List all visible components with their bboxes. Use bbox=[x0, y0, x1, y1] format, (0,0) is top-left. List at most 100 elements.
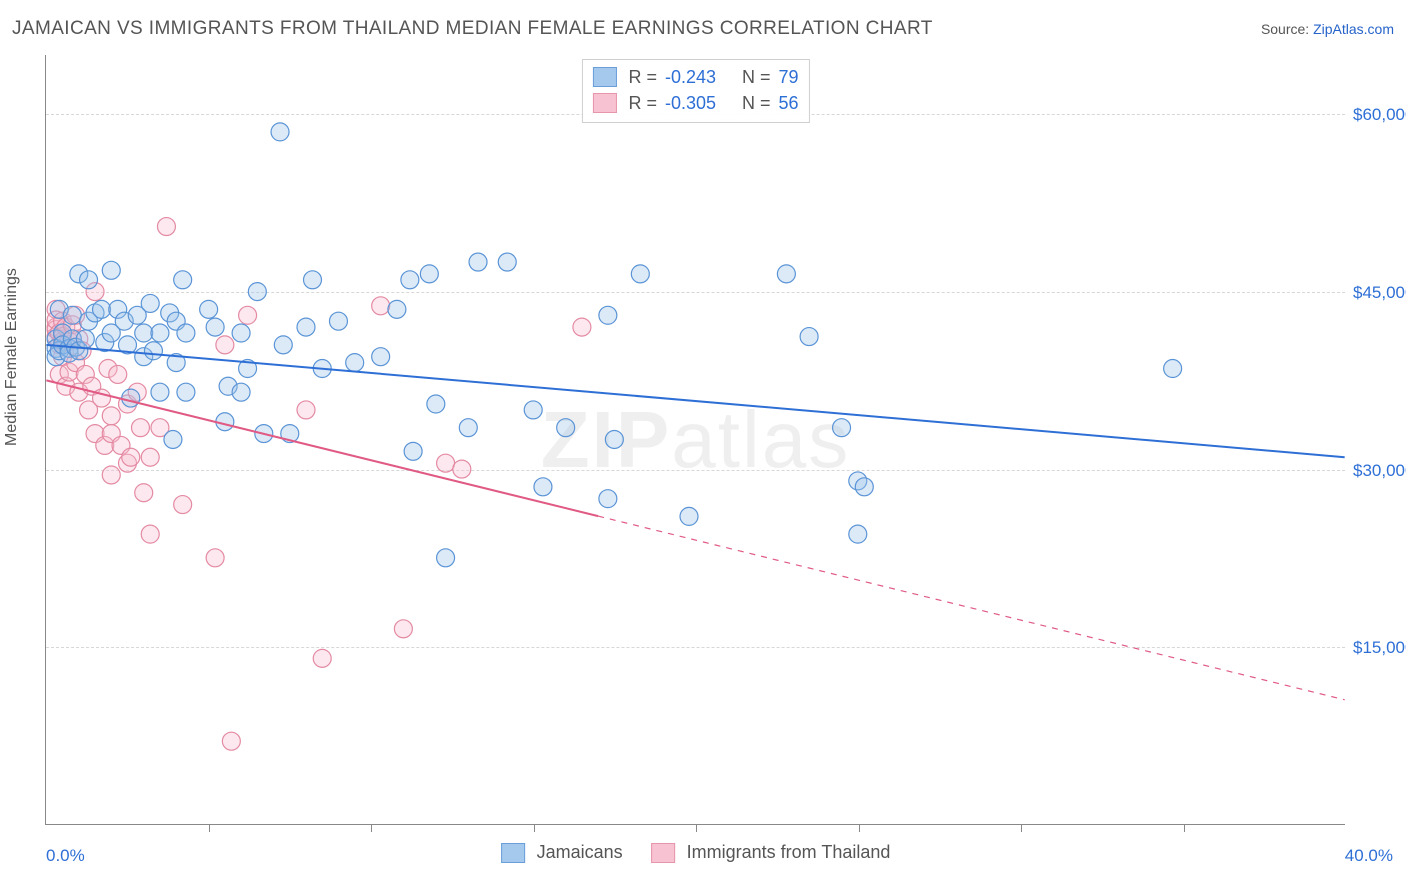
stats-row-series-1: R = -0.243 N = 79 bbox=[592, 64, 798, 90]
data-point bbox=[498, 253, 516, 271]
stats-legend-box: R = -0.243 N = 79 R = -0.305 N = 56 bbox=[581, 59, 809, 123]
data-point bbox=[777, 265, 795, 283]
data-point bbox=[232, 324, 250, 342]
y-axis-label: Median Female Earnings bbox=[3, 268, 21, 446]
x-axis-min-label: 0.0% bbox=[46, 846, 85, 866]
data-point bbox=[141, 294, 159, 312]
data-point bbox=[141, 525, 159, 543]
data-point bbox=[232, 383, 250, 401]
chart-title: JAMAICAN VS IMMIGRANTS FROM THAILAND MED… bbox=[12, 18, 933, 40]
data-point bbox=[93, 300, 111, 318]
data-point bbox=[248, 283, 266, 301]
data-point bbox=[177, 383, 195, 401]
data-point bbox=[144, 342, 162, 360]
data-point bbox=[80, 271, 98, 289]
y-tick-label: $60,000 bbox=[1347, 105, 1406, 125]
data-point bbox=[420, 265, 438, 283]
data-point bbox=[800, 328, 818, 346]
r-label: R = bbox=[628, 90, 657, 116]
data-point bbox=[216, 336, 234, 354]
data-point bbox=[157, 218, 175, 236]
data-point bbox=[437, 454, 455, 472]
data-point bbox=[177, 324, 195, 342]
data-point bbox=[346, 354, 364, 372]
data-point bbox=[174, 271, 192, 289]
data-point bbox=[401, 271, 419, 289]
data-point bbox=[274, 336, 292, 354]
data-point bbox=[122, 448, 140, 466]
data-point bbox=[372, 348, 390, 366]
data-point bbox=[459, 419, 477, 437]
data-point bbox=[174, 496, 192, 514]
n-value-series-1: 79 bbox=[779, 64, 799, 90]
source-credit: Source: ZipAtlas.com bbox=[1261, 21, 1394, 37]
data-point bbox=[122, 389, 140, 407]
data-point bbox=[557, 419, 575, 437]
x-tick bbox=[696, 824, 697, 832]
n-label: N = bbox=[742, 90, 771, 116]
data-point bbox=[135, 324, 153, 342]
legend-item-series-1: Jamaicans bbox=[501, 842, 623, 863]
y-tick-label: $15,000 bbox=[1347, 638, 1406, 658]
data-point bbox=[329, 312, 347, 330]
data-point bbox=[131, 419, 149, 437]
swatch-series-1 bbox=[592, 67, 616, 87]
data-point bbox=[372, 297, 390, 315]
x-tick bbox=[209, 824, 210, 832]
r-value-series-2: -0.305 bbox=[665, 90, 716, 116]
data-point bbox=[109, 365, 127, 383]
stats-row-series-2: R = -0.305 N = 56 bbox=[592, 90, 798, 116]
source-link[interactable]: ZipAtlas.com bbox=[1313, 21, 1394, 37]
data-point bbox=[453, 460, 471, 478]
data-point bbox=[394, 620, 412, 638]
chart-plot-area: $15,000$30,000$45,000$60,000 ZIPatlas R … bbox=[45, 55, 1345, 825]
data-point bbox=[631, 265, 649, 283]
x-tick bbox=[534, 824, 535, 832]
legend-item-series-2: Immigrants from Thailand bbox=[651, 842, 891, 863]
legend-swatch-series-2 bbox=[651, 843, 675, 863]
x-axis-max-label: 40.0% bbox=[1345, 846, 1393, 866]
data-point bbox=[164, 431, 182, 449]
data-point bbox=[599, 490, 617, 508]
data-point bbox=[151, 383, 169, 401]
data-point bbox=[76, 330, 94, 348]
data-point bbox=[239, 306, 257, 324]
y-tick-label: $30,000 bbox=[1347, 461, 1406, 481]
data-point bbox=[206, 318, 224, 336]
swatch-series-2 bbox=[592, 93, 616, 113]
data-point bbox=[833, 419, 851, 437]
data-point bbox=[135, 484, 153, 502]
data-point bbox=[680, 507, 698, 525]
data-point bbox=[222, 732, 240, 750]
data-point bbox=[849, 525, 867, 543]
trend-line-dashed bbox=[598, 516, 1345, 700]
x-tick bbox=[859, 824, 860, 832]
data-point bbox=[534, 478, 552, 496]
data-point bbox=[855, 478, 873, 496]
data-point bbox=[1164, 360, 1182, 378]
legend-label-series-2: Immigrants from Thailand bbox=[687, 842, 891, 863]
data-point bbox=[271, 123, 289, 141]
r-label: R = bbox=[628, 64, 657, 90]
data-point bbox=[63, 306, 81, 324]
data-point bbox=[151, 324, 169, 342]
data-point bbox=[605, 431, 623, 449]
data-point bbox=[102, 261, 120, 279]
r-value-series-1: -0.243 bbox=[665, 64, 716, 90]
x-tick bbox=[1184, 824, 1185, 832]
data-point bbox=[437, 549, 455, 567]
data-point bbox=[200, 300, 218, 318]
source-label: Source: bbox=[1261, 21, 1313, 37]
data-point bbox=[404, 442, 422, 460]
data-point bbox=[524, 401, 542, 419]
legend-swatch-series-1 bbox=[501, 843, 525, 863]
y-tick-label: $45,000 bbox=[1347, 283, 1406, 303]
data-point bbox=[141, 448, 159, 466]
data-point bbox=[573, 318, 591, 336]
data-point bbox=[297, 318, 315, 336]
data-point bbox=[297, 401, 315, 419]
scatter-plot-svg bbox=[46, 55, 1345, 824]
x-tick bbox=[371, 824, 372, 832]
data-point bbox=[313, 649, 331, 667]
n-value-series-2: 56 bbox=[779, 90, 799, 116]
